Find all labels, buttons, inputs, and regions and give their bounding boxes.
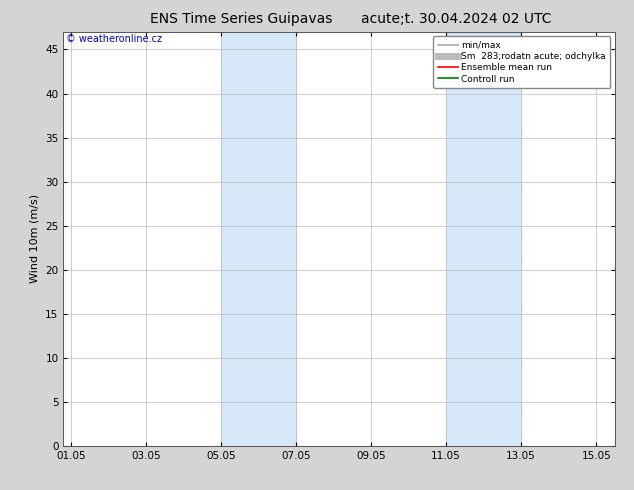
Y-axis label: Wind 10m (m/s): Wind 10m (m/s) <box>30 195 40 283</box>
Bar <box>221 32 296 446</box>
Text: © weatheronline.cz: © weatheronline.cz <box>66 34 162 44</box>
Bar <box>446 32 521 446</box>
Text: acute;t. 30.04.2024 02 UTC: acute;t. 30.04.2024 02 UTC <box>361 12 552 26</box>
Text: ENS Time Series Guipavas: ENS Time Series Guipavas <box>150 12 332 26</box>
Legend: min/max, Sm  283;rodatn acute; odchylka, Ensemble mean run, Controll run: min/max, Sm 283;rodatn acute; odchylka, … <box>434 36 611 88</box>
